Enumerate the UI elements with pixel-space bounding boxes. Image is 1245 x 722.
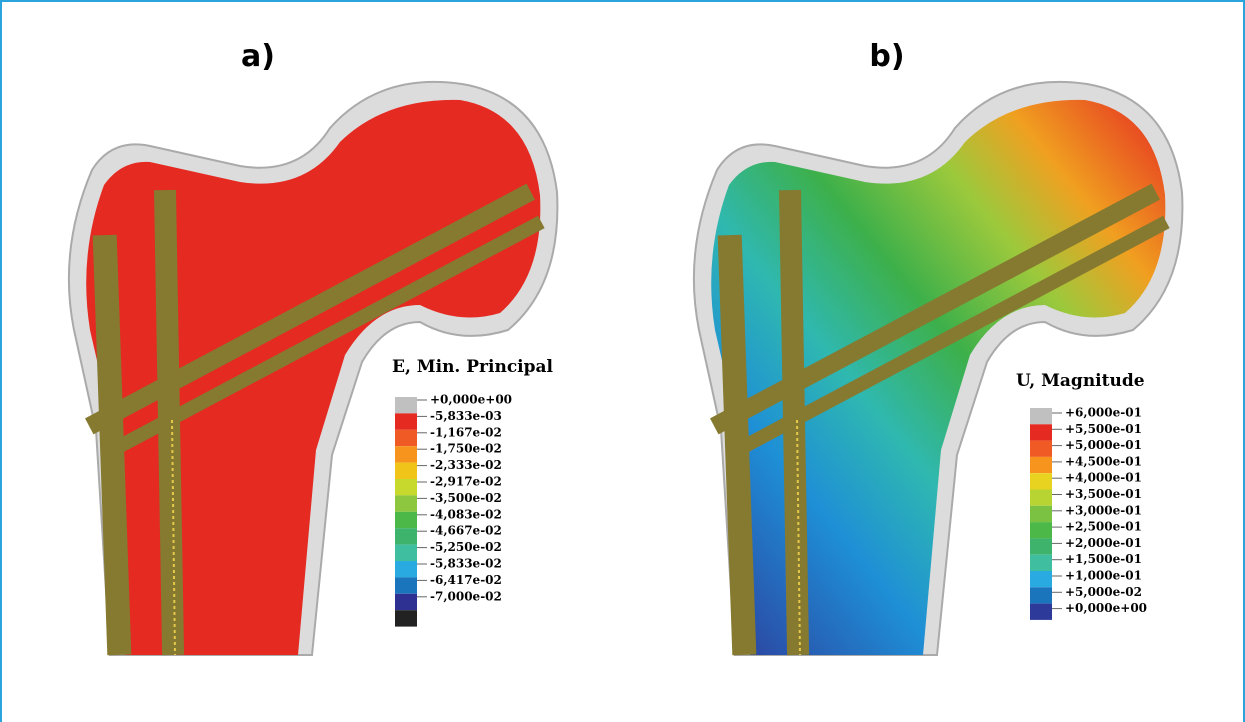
legend-swatch [1030, 408, 1052, 424]
legend-swatch [1030, 506, 1052, 522]
panel-label: b) [869, 39, 904, 74]
legend-entry: -6,417e-02 [430, 573, 502, 587]
legend-swatch [1030, 441, 1052, 457]
legend-swatch [1030, 538, 1052, 554]
figure: a) b) E, Min. Principal U, Magnitude +0,… [0, 0, 1245, 722]
legend-entry: -5,250e-02 [430, 540, 502, 554]
legend-swatch [1030, 490, 1052, 506]
legend-entry: -1,167e-02 [430, 425, 502, 439]
legend-swatch [395, 528, 417, 544]
legend-entry: +2,000e-01 [1065, 536, 1142, 550]
legend-swatch [395, 561, 417, 577]
legend-entry: -7,000e-02 [430, 589, 502, 603]
legend-entry: +5,500e-01 [1065, 422, 1142, 436]
legend-entry: +0,000e+00 [430, 393, 512, 407]
legend-swatch [395, 495, 417, 511]
legend-entry: +1,500e-01 [1065, 552, 1142, 566]
legend-entry: +1,000e-01 [1065, 569, 1142, 583]
legend-swatch [1030, 555, 1052, 571]
legend-entry: -3,500e-02 [430, 491, 502, 505]
legend-swatch [395, 413, 417, 429]
legend-swatch [395, 430, 417, 446]
legend-swatch [1030, 587, 1052, 603]
legend-entry: -5,833e-02 [430, 557, 502, 571]
legend-swatch [395, 479, 417, 495]
legend-swatch [395, 463, 417, 479]
legend-entry: -2,917e-02 [430, 475, 502, 489]
legend-entry: +3,500e-01 [1065, 487, 1142, 501]
legend-swatch [1030, 604, 1052, 620]
legend-swatch [395, 594, 417, 610]
panel-label: a) [241, 39, 275, 74]
legend-swatch [1030, 571, 1052, 587]
legend-swatch [1030, 424, 1052, 440]
legend-swatch [1030, 473, 1052, 489]
legend-entry: -2,333e-02 [430, 458, 502, 472]
legend-swatch [1030, 522, 1052, 538]
legend-swatch [395, 577, 417, 593]
legend-entry: +2,500e-01 [1065, 520, 1142, 534]
legend-entry: +3,000e-01 [1065, 503, 1142, 517]
legend-title: E, Min. Principal [392, 357, 554, 377]
legend-swatch [395, 446, 417, 462]
legend-entry: +5,000e-01 [1065, 438, 1142, 452]
legend-swatch [395, 397, 417, 413]
legend-entry: +6,000e-01 [1065, 406, 1142, 420]
legend-swatch [395, 545, 417, 561]
legend-entry: -5,833e-03 [430, 409, 502, 423]
legend-entry: -4,667e-02 [430, 524, 502, 538]
legend-entry: -4,083e-02 [430, 507, 502, 521]
legend-title: U, Magnitude [1016, 371, 1145, 391]
legend-entry: +4,000e-01 [1065, 471, 1142, 485]
legend-entry: +0,000e+00 [1065, 601, 1147, 615]
legend-swatch [395, 610, 417, 626]
legend-entry: +4,500e-01 [1065, 454, 1142, 468]
legend-swatch [1030, 457, 1052, 473]
legend-swatch [395, 512, 417, 528]
legend-entry: -1,750e-02 [430, 442, 502, 456]
legend-entry: +5,000e-02 [1065, 585, 1142, 599]
